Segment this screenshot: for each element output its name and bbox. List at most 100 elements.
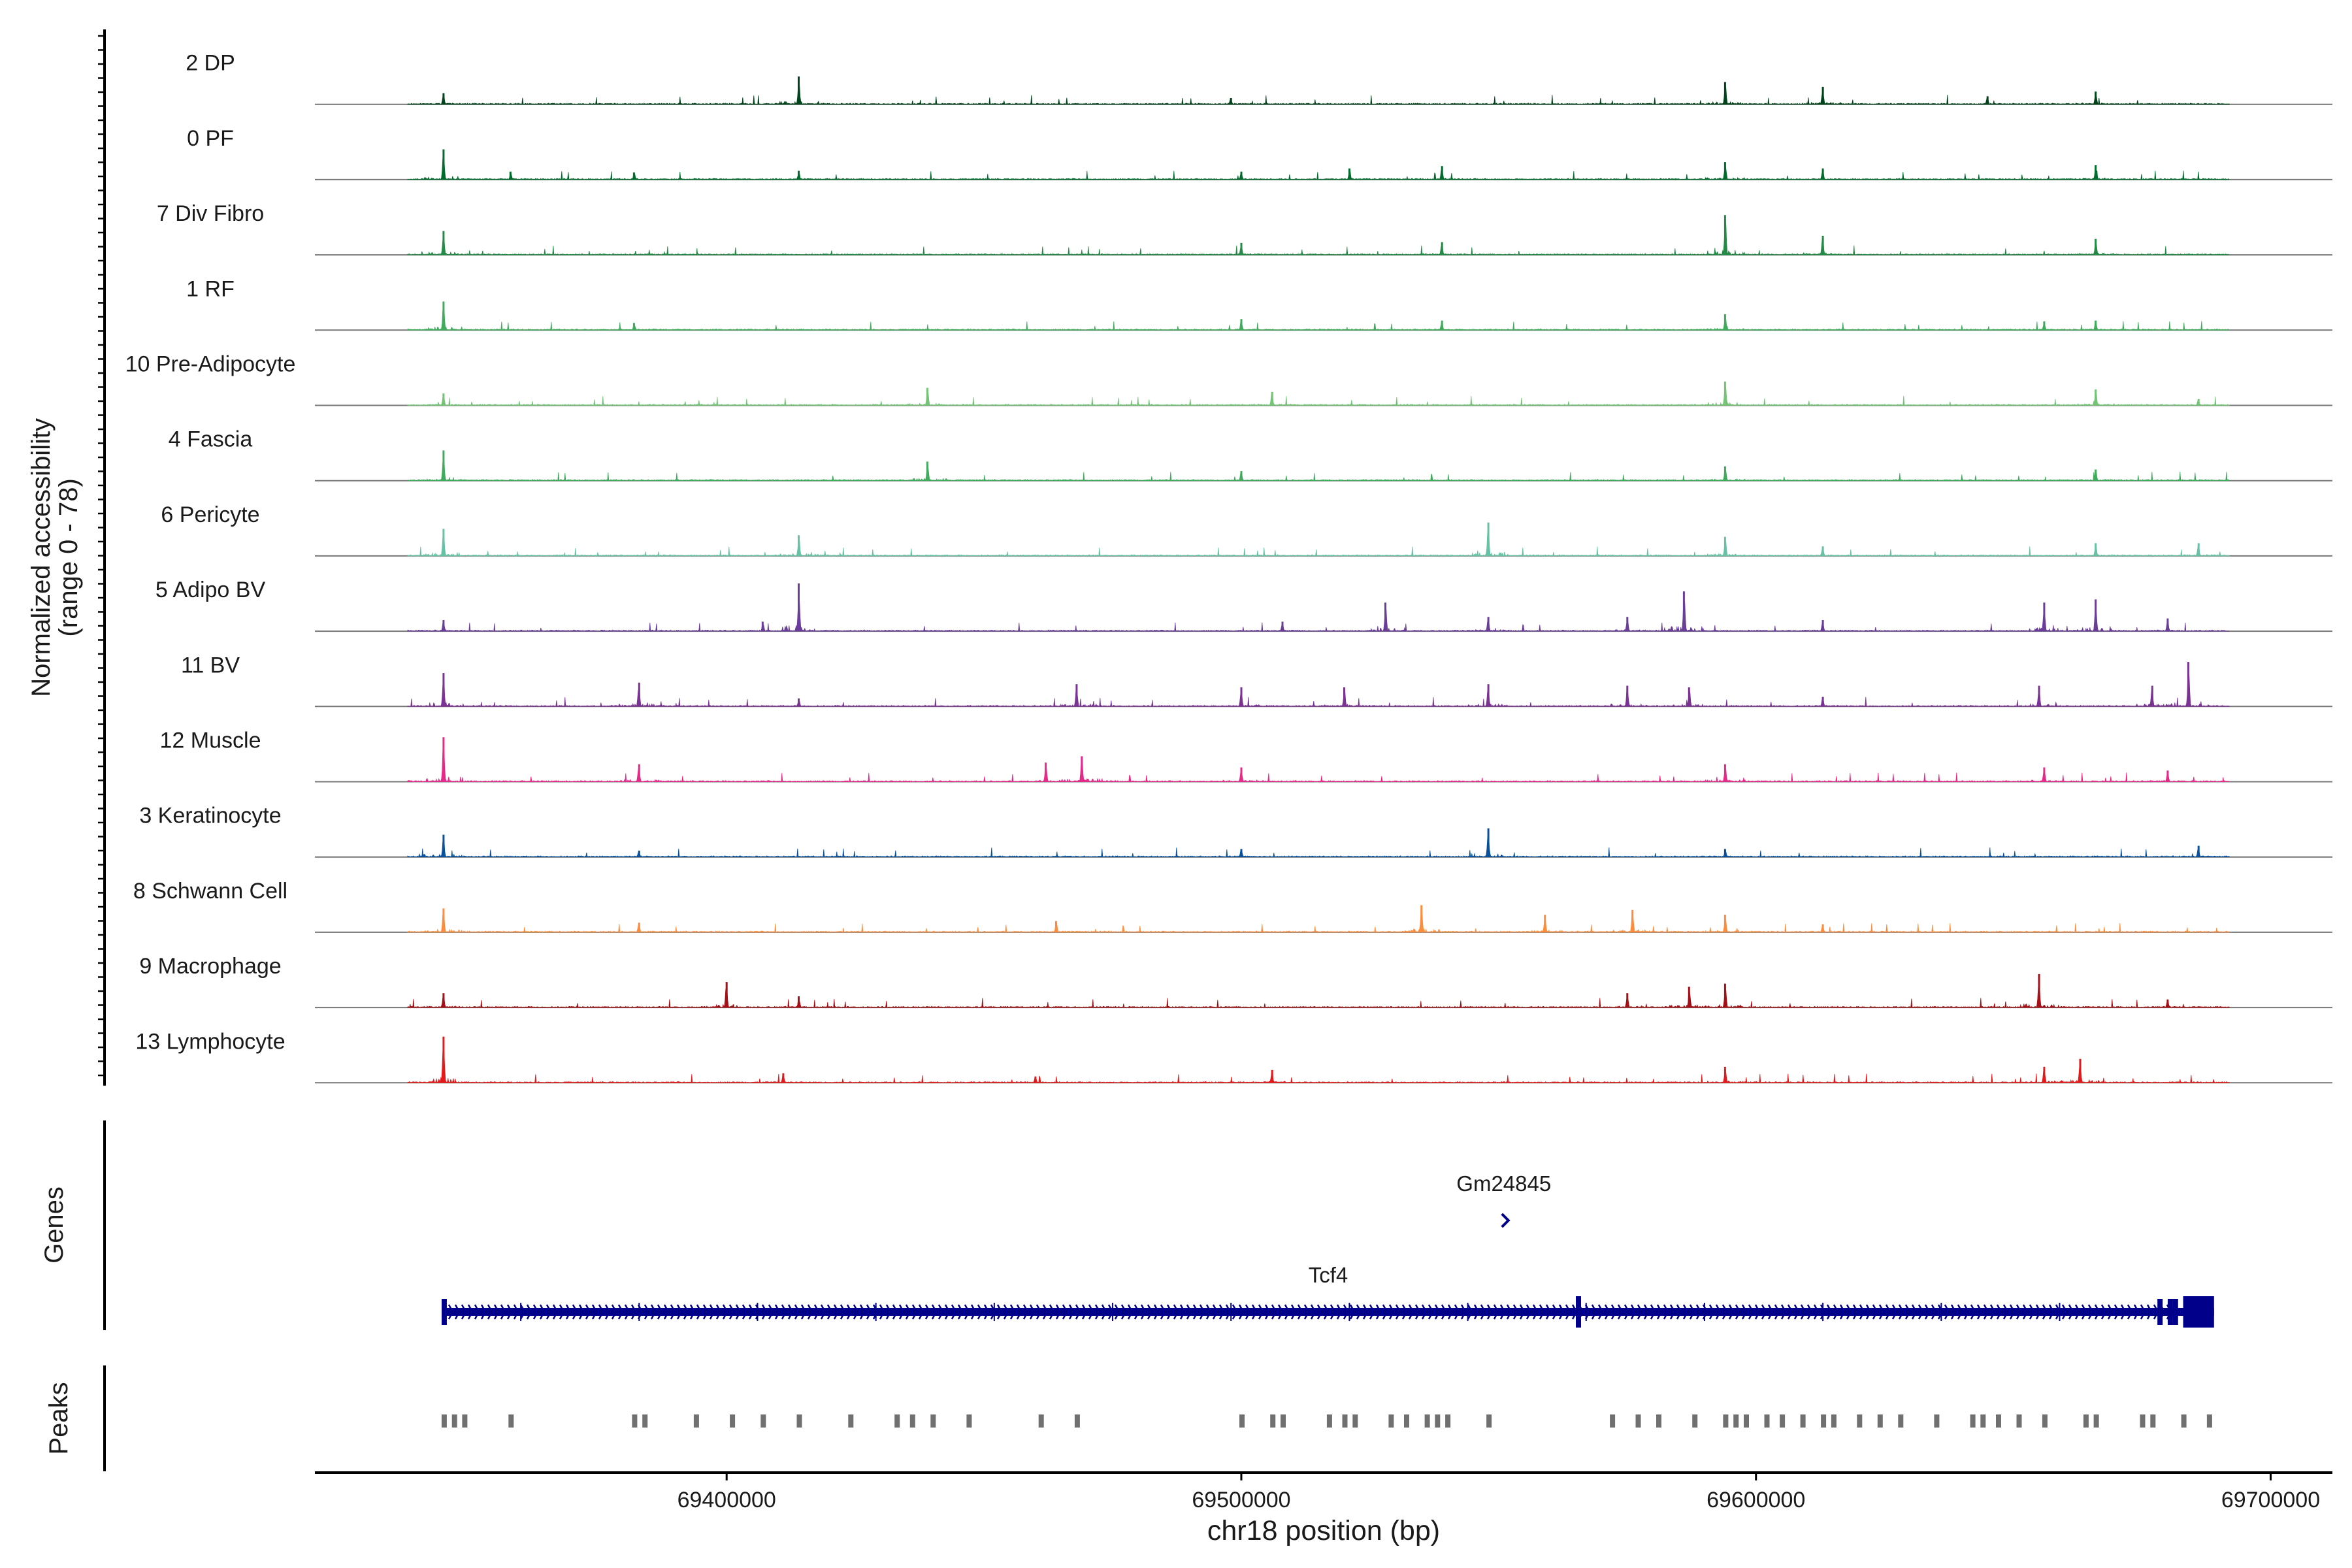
track-7-div-fibro: 7 Div Fibro bbox=[157, 201, 2332, 256]
track-label: 8 Schwann Cell bbox=[133, 879, 287, 904]
coverage-peak bbox=[1487, 684, 1490, 707]
coverage-peak bbox=[2043, 321, 2046, 331]
track-label: 13 Lymphocyte bbox=[135, 1029, 285, 1054]
coverage-peak bbox=[1626, 617, 1629, 632]
coverage-peak bbox=[798, 583, 800, 632]
track-label: 5 Adipo BV bbox=[155, 578, 266, 602]
peak-region bbox=[1877, 1414, 1883, 1428]
coverage-peak bbox=[509, 171, 512, 180]
coverage-peak bbox=[1544, 915, 1546, 932]
coverage-peak bbox=[2095, 469, 2097, 481]
peak-region bbox=[1780, 1414, 1786, 1428]
coverage-peak bbox=[1348, 168, 1350, 180]
peak-region bbox=[796, 1414, 802, 1428]
peak-region bbox=[1352, 1414, 1358, 1428]
y-axis-range-label: (range 0 - 78) bbox=[54, 478, 83, 636]
peak-region bbox=[1821, 1414, 1827, 1428]
coverage-peak bbox=[1821, 86, 1824, 105]
coverage-peak bbox=[2095, 91, 2097, 105]
genes-track: Gm24845 Tcf4 bbox=[103, 1120, 2214, 1330]
coverage-peak bbox=[798, 76, 800, 105]
peak-region bbox=[930, 1414, 936, 1428]
coverage-peak bbox=[1723, 915, 1726, 932]
coverage-peak bbox=[442, 834, 445, 857]
peak-region bbox=[1857, 1414, 1863, 1428]
coverage-peak bbox=[798, 698, 800, 707]
x-tick-label: 69700000 bbox=[2221, 1488, 2320, 1512]
coverage-peak bbox=[1821, 546, 1824, 556]
coverage-area bbox=[407, 743, 2230, 783]
peak-region bbox=[1445, 1414, 1451, 1428]
coverage-peak bbox=[1240, 471, 1243, 481]
track-label: 12 Muscle bbox=[160, 728, 261, 753]
coverage-peak bbox=[1723, 215, 1726, 255]
track-13-lymphocyte: 13 Lymphocyte bbox=[135, 1029, 2332, 1084]
coverage-peak bbox=[1688, 987, 1690, 1008]
gene-strand-arrow bbox=[1501, 1213, 1511, 1228]
peak-region bbox=[1239, 1414, 1245, 1428]
coverage-peak bbox=[2038, 973, 2040, 1008]
coverage-peak bbox=[798, 171, 800, 180]
coverage-area bbox=[407, 216, 2230, 256]
coverage-peak bbox=[442, 993, 445, 1008]
peaks-track bbox=[103, 1365, 2212, 1471]
track-label: 7 Div Fibro bbox=[157, 201, 264, 226]
coverage-peak bbox=[761, 621, 764, 632]
peak-region bbox=[1898, 1414, 1904, 1428]
track-11-bv: 11 BV bbox=[181, 653, 2332, 708]
gene-exon bbox=[441, 1299, 447, 1325]
coverage-peak bbox=[2043, 767, 2046, 782]
coverage-peak bbox=[2043, 1066, 2046, 1083]
gene-gm24845: Gm24845 bbox=[1456, 1171, 1551, 1228]
coverage-peak bbox=[442, 149, 445, 180]
track-label: 4 Fascia bbox=[169, 427, 253, 452]
track-4-fascia: 4 Fascia bbox=[169, 427, 2332, 482]
track-label: 3 Keratinocyte bbox=[139, 804, 281, 828]
coverage-peak bbox=[1723, 849, 1726, 857]
peak-region bbox=[1692, 1414, 1698, 1428]
peak-region bbox=[1656, 1414, 1661, 1428]
coverage-peak bbox=[632, 172, 635, 180]
coverage-peak bbox=[638, 682, 640, 707]
peak-region bbox=[441, 1414, 447, 1428]
coverage-peak bbox=[442, 231, 445, 255]
track-9-macrophage: 9 Macrophage bbox=[139, 954, 2332, 1009]
peak-region bbox=[451, 1414, 457, 1428]
coverage-peak bbox=[632, 323, 635, 331]
gene-label: Gm24845 bbox=[1456, 1171, 1551, 1196]
coverage-peak bbox=[1384, 602, 1386, 632]
peak-region bbox=[1326, 1414, 1332, 1428]
coverage-area bbox=[407, 981, 2230, 1009]
coverage-peak bbox=[638, 764, 640, 782]
coverage-peak bbox=[1045, 762, 1047, 782]
coverage-peak bbox=[1821, 620, 1824, 632]
coverage-peak bbox=[926, 461, 928, 481]
track-10-pre-adipocyte: 10 Pre-Adipocyte bbox=[125, 352, 2332, 406]
coverage-peak bbox=[1487, 828, 1490, 857]
x-tick-label: 69500000 bbox=[1192, 1488, 1290, 1512]
coverage-peak bbox=[442, 529, 445, 556]
track-label: 10 Pre-Adipocyte bbox=[125, 352, 296, 377]
coverage-peak bbox=[442, 1036, 445, 1083]
gene-exon bbox=[2183, 1296, 2214, 1328]
coverage-area bbox=[407, 384, 2230, 406]
coverage-peak bbox=[442, 673, 445, 707]
coverage-peak bbox=[1240, 687, 1243, 707]
coverage-peak bbox=[442, 93, 445, 105]
coverage-peak bbox=[442, 908, 445, 932]
gene-exon bbox=[2172, 1299, 2178, 1325]
coverage-peak bbox=[1821, 924, 1824, 932]
peak-region bbox=[894, 1414, 900, 1428]
genes-track-label: Genes bbox=[40, 1186, 69, 1264]
peak-region bbox=[693, 1414, 699, 1428]
peak-region bbox=[760, 1414, 766, 1428]
coverage-peak bbox=[725, 982, 728, 1008]
y-axis-label: Normalized accessibility bbox=[27, 418, 56, 697]
coverage-peak bbox=[2187, 662, 2189, 707]
coverage-peak bbox=[2166, 999, 2169, 1008]
coverage-peak bbox=[1723, 1066, 1726, 1083]
coverage-peak bbox=[1626, 993, 1629, 1008]
peak-region bbox=[1342, 1414, 1348, 1428]
coverage-peak bbox=[1723, 382, 1726, 406]
coverage-peak bbox=[1821, 168, 1824, 180]
